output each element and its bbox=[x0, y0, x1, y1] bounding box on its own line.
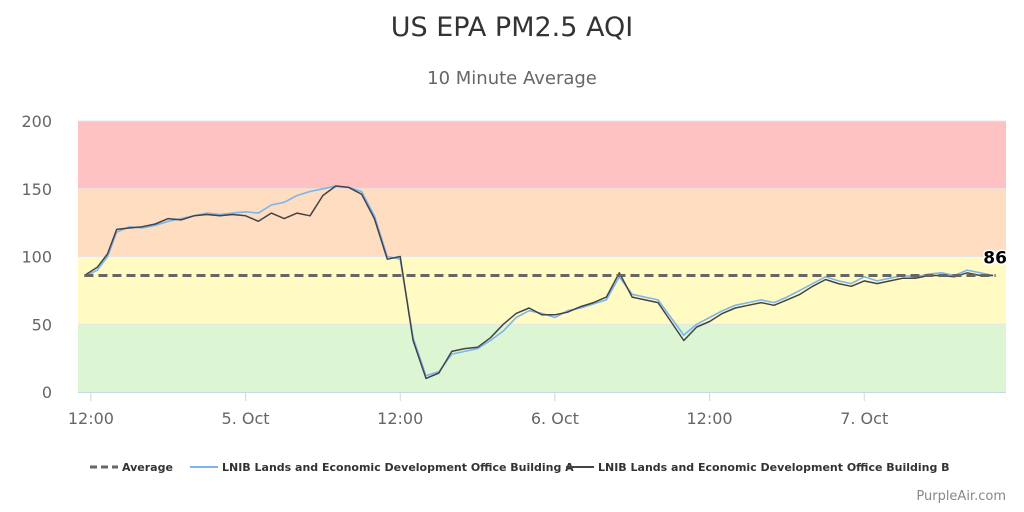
y-tick-label: 0 bbox=[42, 383, 52, 402]
legend-item-building-b[interactable]: LNIB Lands and Economic Development Offi… bbox=[566, 457, 950, 477]
chart-subtitle: 10 Minute Average bbox=[427, 68, 597, 89]
x-tick-label: 12:00 bbox=[687, 409, 733, 428]
legend-label-building-b: LNIB Lands and Economic Development Offi… bbox=[598, 460, 950, 474]
y-tick-label: 100 bbox=[21, 248, 52, 267]
chart-title: US EPA PM2.5 AQI bbox=[390, 12, 634, 43]
credit-link[interactable]: PurpleAir.com bbox=[916, 489, 1006, 504]
legend-dash-icon bbox=[90, 465, 118, 469]
x-tick-label: 12:00 bbox=[68, 409, 114, 428]
y-tick-label: 150 bbox=[21, 180, 52, 199]
legend-line-icon bbox=[566, 466, 594, 468]
chart-legend: Average LNIB Lands and Economic Developm… bbox=[0, 457, 1024, 477]
legend-line-icon bbox=[190, 466, 218, 468]
legend-item-average[interactable]: Average bbox=[90, 457, 173, 477]
x-tick-label: 6. Oct bbox=[531, 409, 579, 428]
x-tick-label: 7. Oct bbox=[840, 409, 888, 428]
legend-label-average: Average bbox=[122, 460, 173, 474]
y-tick-label: 50 bbox=[32, 315, 52, 334]
aqi-band bbox=[78, 188, 1006, 257]
last-value-label: 86 bbox=[983, 248, 1007, 268]
aqi-band bbox=[78, 324, 1006, 392]
series-line-building-b bbox=[83, 185, 994, 380]
aqi-band bbox=[78, 121, 1006, 189]
legend-label-building-a: LNIB Lands and Economic Development Offi… bbox=[222, 460, 574, 474]
y-tick-label: 200 bbox=[21, 112, 52, 131]
x-tick-label: 5. Oct bbox=[222, 409, 270, 428]
x-tick-label: 12:00 bbox=[377, 409, 423, 428]
legend-item-building-a[interactable]: LNIB Lands and Economic Development Offi… bbox=[190, 457, 574, 477]
